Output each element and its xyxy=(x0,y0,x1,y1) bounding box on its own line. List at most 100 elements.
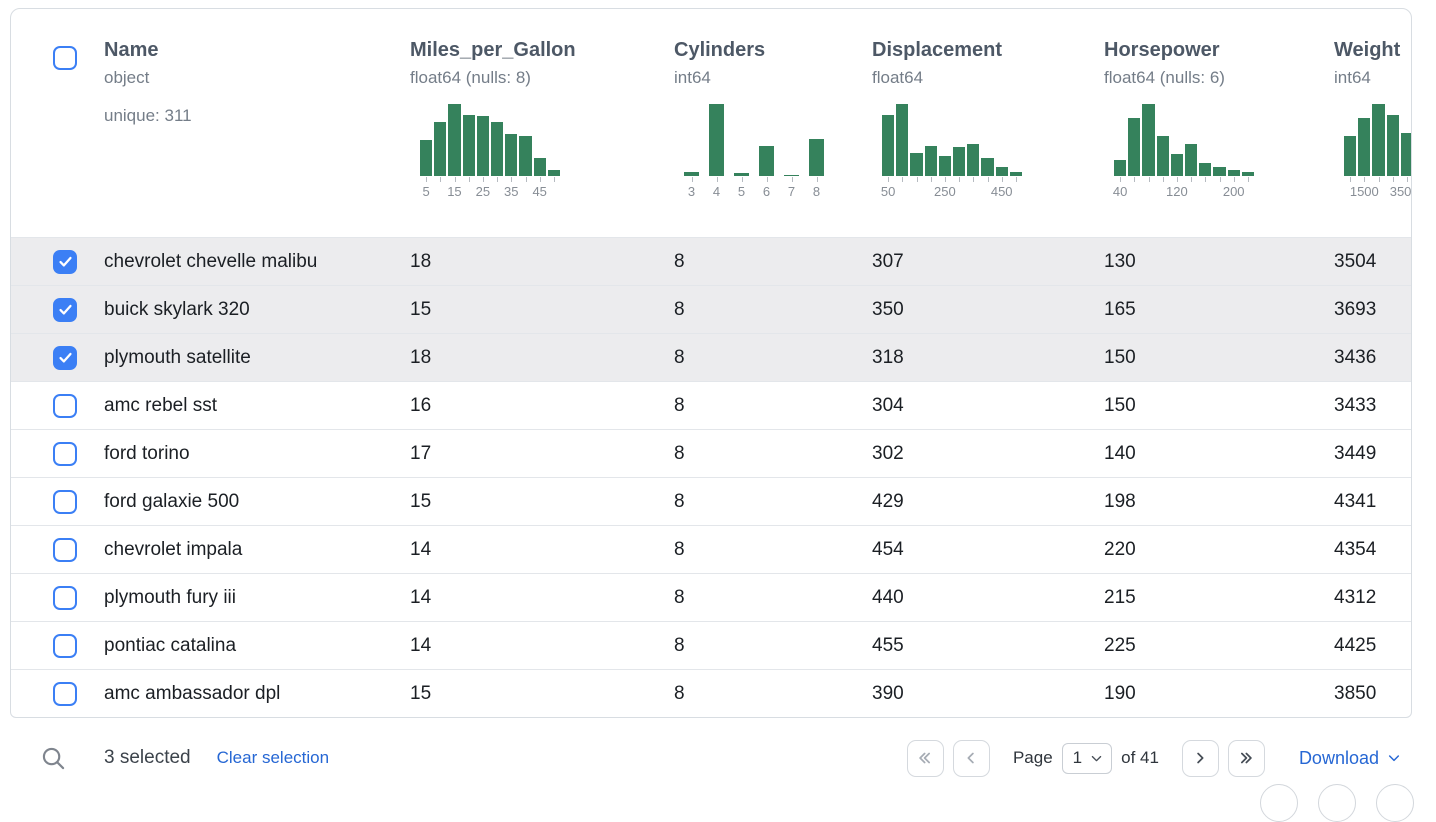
cell-cylinders: 8 xyxy=(674,250,685,272)
row-checkbox[interactable] xyxy=(53,393,77,418)
row-checkbox[interactable] xyxy=(53,585,77,610)
column-title: Horsepower xyxy=(1104,39,1220,61)
cell-name: ford torino xyxy=(104,442,190,464)
histogram-axis-ticks xyxy=(1344,177,1411,184)
column-dtype: object xyxy=(104,68,150,87)
pagination: Page 1 of 41 xyxy=(906,739,1265,777)
cell-name: chevrolet chevelle malibu xyxy=(104,250,318,272)
hist-tick-label: 35 xyxy=(504,184,519,199)
cell-cylinders: 8 xyxy=(674,442,685,464)
clear-selection-link[interactable]: Clear selection xyxy=(216,748,330,767)
hist-bar xyxy=(420,140,433,176)
first-page-button[interactable] xyxy=(906,739,944,777)
hist-tick-label: 45 xyxy=(532,184,547,199)
axis-tick xyxy=(1358,177,1370,184)
hist-bar xyxy=(547,170,561,176)
column-header-miles-per-gallon[interactable]: Miles_per_Gallon float64 (nulls: 8) 5 15 25 3… xyxy=(410,9,674,237)
cell-weight: 3504 xyxy=(1334,250,1377,272)
hist-bar xyxy=(1142,104,1155,176)
hist-bar xyxy=(434,122,447,176)
cell-weight: 3436 xyxy=(1334,346,1377,368)
row-checkbox[interactable] xyxy=(53,345,77,370)
row-checkbox[interactable] xyxy=(53,441,77,466)
cell-horsepower: 215 xyxy=(1104,586,1136,608)
hist-bar xyxy=(995,167,1008,176)
cell-miles-per-gallon: 15 xyxy=(410,298,432,320)
clipped-button[interactable] xyxy=(1376,784,1414,822)
cell-miles-per-gallon: 15 xyxy=(410,682,432,704)
hist-bar xyxy=(938,155,952,176)
row-checkbox-cell xyxy=(11,441,104,466)
axis-tick xyxy=(1213,177,1225,184)
axis-tick xyxy=(1128,177,1140,184)
axis-tick xyxy=(548,177,560,184)
table-row: plymouth satellite 18 8 318 150 3436 xyxy=(11,333,1411,381)
axis-tick xyxy=(1157,177,1169,184)
axis-tick xyxy=(1344,177,1356,184)
row-checkbox[interactable] xyxy=(53,537,77,562)
last-page-button[interactable] xyxy=(1227,739,1265,777)
select-all-checkbox[interactable] xyxy=(53,46,77,70)
cell-weight: 3693 xyxy=(1334,298,1377,320)
table-row: ford galaxie 500 15 8 429 198 4341 xyxy=(11,477,1411,525)
row-checkbox[interactable] xyxy=(53,249,77,274)
column-dtype: float64 xyxy=(872,68,924,87)
cell-miles-per-gallon: 18 xyxy=(410,346,432,368)
hist-tick-label: 25 xyxy=(475,184,491,199)
selected-count: 3 selected xyxy=(104,747,191,768)
histogram-axis-labels: 50 250 450 xyxy=(880,184,1022,200)
axis-tick xyxy=(491,177,503,184)
hist-bar xyxy=(1185,143,1198,176)
hist-bar xyxy=(967,143,980,176)
hist-bar xyxy=(1227,170,1240,176)
axis-tick xyxy=(420,177,432,184)
column-header-name[interactable]: Name object unique: 311 xyxy=(104,9,410,237)
hist-bar xyxy=(491,122,504,176)
row-checkbox[interactable] xyxy=(53,489,77,514)
axis-tick xyxy=(534,177,546,184)
row-checkbox-cell xyxy=(11,249,104,274)
axis-tick xyxy=(1242,177,1254,184)
cell-name: chevrolet impala xyxy=(104,538,243,560)
cell-cylinders: 8 xyxy=(674,298,685,320)
cell-cylinders: 8 xyxy=(674,394,685,416)
column-title: Name xyxy=(104,39,159,61)
row-checkbox[interactable] xyxy=(53,633,77,658)
axis-tick xyxy=(809,177,824,184)
histogram-axis-ticks xyxy=(684,177,824,184)
axis-tick xyxy=(759,177,774,184)
column-header-weight[interactable]: Weight int64 1500 3500 xyxy=(1334,9,1412,237)
double-chevron-left-icon xyxy=(916,749,934,767)
hist-bar xyxy=(462,114,475,176)
clipped-buttons-row xyxy=(1260,784,1414,822)
search-icon[interactable] xyxy=(40,745,67,772)
column-header-cylinders[interactable]: Cylinders int64 3 4 5 6 7 8 xyxy=(674,9,872,237)
axis-tick xyxy=(981,177,993,184)
column-header-horsepower[interactable]: Horsepower float64 (nulls: 6) 40 120 200 xyxy=(1104,9,1334,237)
column-dtype: int64 xyxy=(1334,68,1371,87)
next-page-button[interactable] xyxy=(1181,739,1219,777)
row-checkbox[interactable] xyxy=(53,297,77,322)
hist-tick-label: 4 xyxy=(712,184,721,199)
check-icon xyxy=(58,352,72,363)
hist-tick-label: 50 xyxy=(880,184,896,199)
cell-name: pontiac catalina xyxy=(104,634,237,656)
cell-displacement: 350 xyxy=(872,298,904,320)
clipped-button[interactable] xyxy=(1318,784,1356,822)
hist-bar xyxy=(1386,114,1399,176)
histogram-axis-ticks xyxy=(1114,177,1254,184)
column-header-displacement[interactable]: Displacement float64 50 250 450 xyxy=(872,9,1104,237)
cell-miles-per-gallon: 18 xyxy=(410,250,432,272)
prev-page-button[interactable] xyxy=(952,739,990,777)
histogram-axis-ticks xyxy=(420,177,560,184)
row-checkbox[interactable] xyxy=(53,681,77,706)
hist-bar xyxy=(882,114,895,176)
hist-tick-label: 120 xyxy=(1166,184,1188,199)
table-row: amc ambassador dpl 15 8 390 190 3850 xyxy=(11,669,1411,717)
hist-tick-label: 3500 xyxy=(1389,184,1412,199)
axis-tick xyxy=(1199,177,1211,184)
download-link[interactable]: Download xyxy=(1299,748,1402,769)
row-checkbox-cell xyxy=(11,633,104,658)
page-number-select[interactable]: 1 xyxy=(1061,742,1113,774)
clipped-button[interactable] xyxy=(1260,784,1298,822)
